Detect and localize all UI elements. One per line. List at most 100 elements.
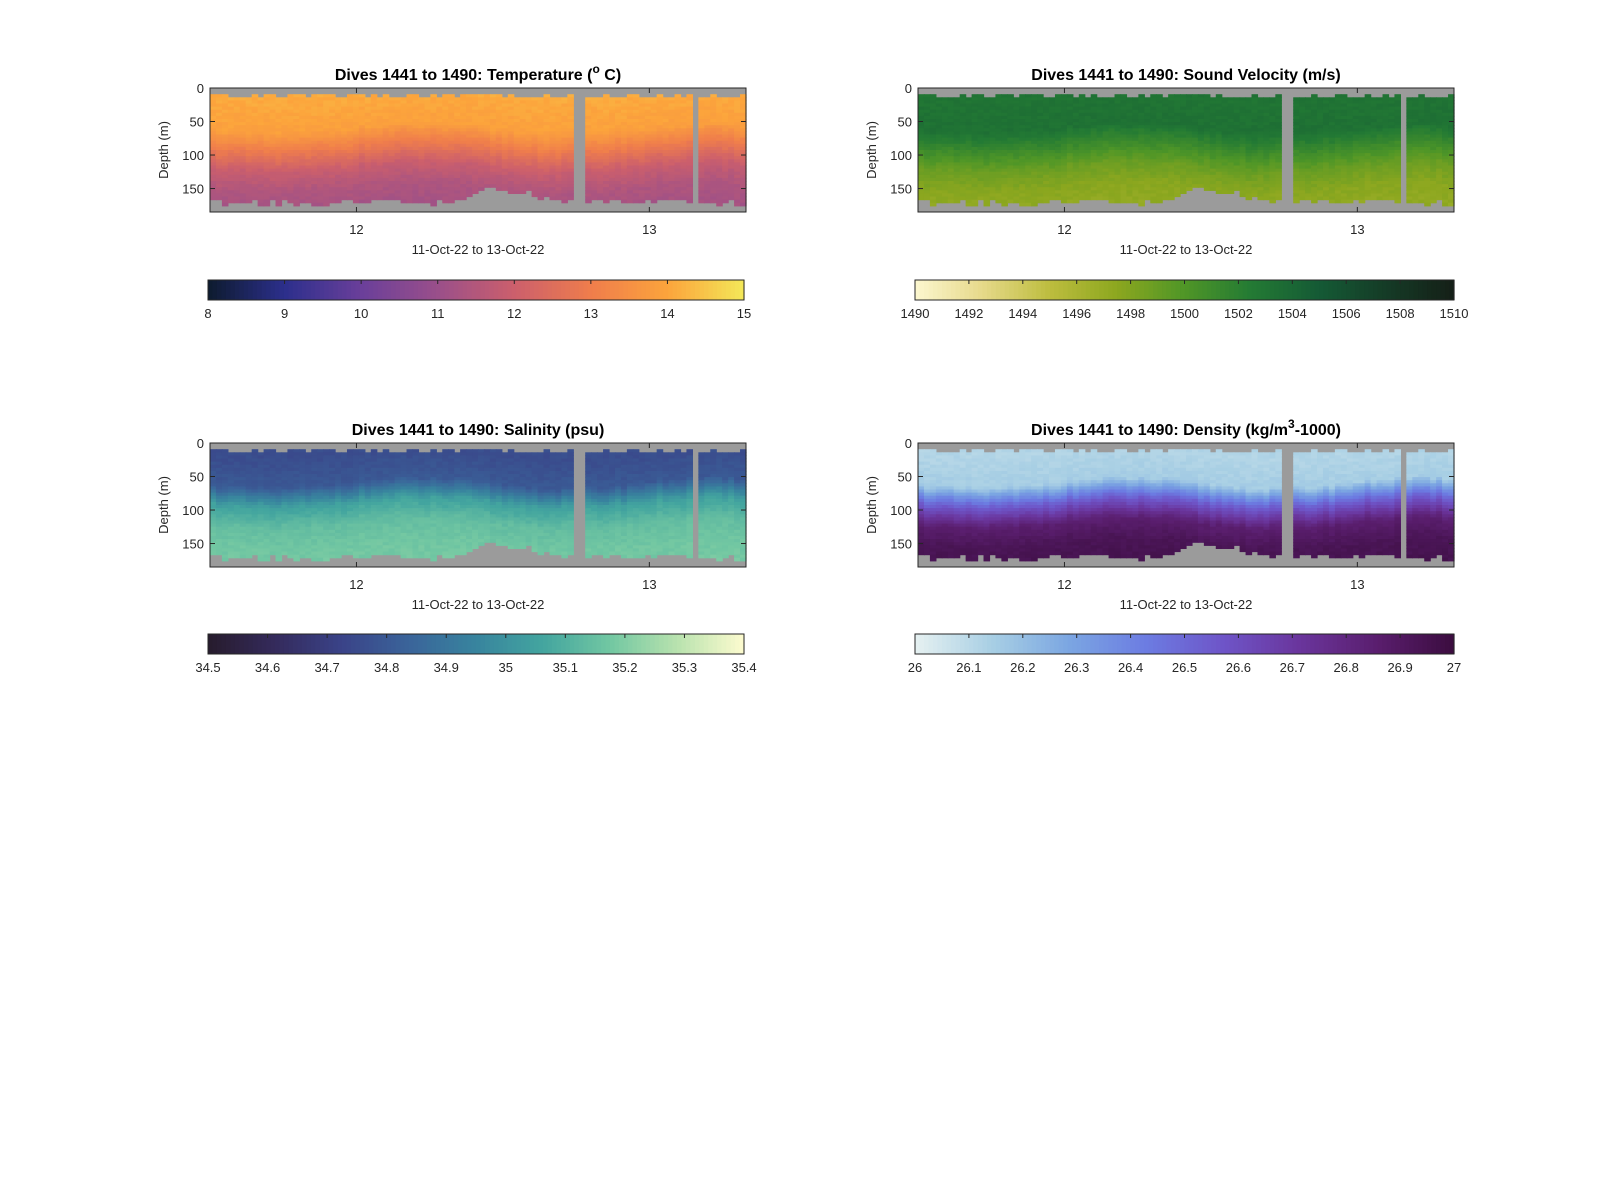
heatmap-cell [929, 174, 937, 179]
heatmap-cell [1221, 115, 1229, 120]
heatmap-cell [329, 153, 336, 157]
heatmap-cell [299, 97, 306, 101]
heatmap-cell [233, 143, 241, 148]
heatmap-cell [614, 146, 622, 151]
heatmap-cell [1096, 171, 1104, 176]
heatmap-cell [376, 146, 384, 151]
heatmap-cell [686, 199, 693, 204]
heatmap-cell [1174, 153, 1181, 157]
heatmap-cell [424, 181, 431, 185]
heatmap-cell [245, 131, 253, 136]
heatmap-cell [1227, 165, 1235, 170]
heatmap-cell [323, 106, 330, 111]
heatmap-cell [1221, 134, 1229, 139]
heatmap-cell [555, 109, 562, 114]
heatmap-cell [251, 131, 259, 136]
heatmap-cell [1102, 159, 1110, 163]
heatmap-cell [293, 184, 300, 188]
heatmap-cell [638, 137, 646, 142]
heatmap-cell [269, 140, 277, 145]
heatmap-cell [1019, 150, 1026, 154]
heatmap-cell [358, 137, 366, 142]
heatmap-cell [585, 137, 592, 142]
heatmap-cell [1209, 97, 1217, 101]
heatmap-cell [1191, 184, 1199, 188]
heatmap-cell [1174, 171, 1181, 176]
heatmap-cell [567, 153, 574, 157]
heatmap-cell [430, 112, 437, 117]
heatmap-cell [710, 193, 717, 198]
heatmap-cell [1227, 134, 1235, 139]
heatmap-cell [519, 134, 527, 139]
heatmap-cell [257, 103, 265, 108]
heatmap-cell [1168, 97, 1175, 101]
heatmap-cell [251, 177, 259, 182]
heatmap-cell [935, 134, 943, 139]
heatmap-cell [650, 106, 658, 111]
heatmap-cell [287, 187, 294, 191]
heatmap-cell [1245, 177, 1253, 182]
heatmap-cell [1221, 140, 1229, 145]
heatmap-cell [1138, 156, 1145, 160]
heatmap-cell [1019, 125, 1026, 129]
heatmap-cell [412, 177, 420, 182]
heatmap-cell [638, 115, 646, 120]
heatmap-cell [299, 181, 306, 185]
heatmap-cell [400, 112, 408, 117]
heatmap-cell [418, 150, 425, 154]
heatmap-cell [918, 193, 925, 198]
heatmap-cell [1209, 143, 1217, 148]
heatmap-cell [626, 134, 634, 139]
heatmap-cell [299, 159, 306, 163]
heatmap-cell [644, 162, 652, 167]
heatmap-cell [734, 156, 741, 160]
heatmap-cell [1150, 143, 1157, 148]
heatmap-cell [983, 100, 991, 105]
heatmap-cell [567, 143, 574, 148]
heatmap-cell [1126, 193, 1133, 198]
heatmap-cell [953, 193, 961, 198]
heatmap-cell [953, 184, 961, 188]
heatmap-cell [734, 187, 741, 191]
heatmap-cell [1114, 94, 1122, 98]
heatmap-cell [704, 190, 711, 194]
heatmap-cell [513, 109, 521, 114]
heatmap-cell [1132, 190, 1139, 194]
colorbar-segment [225, 280, 231, 300]
heatmap-cell [620, 140, 628, 145]
heatmap-cell [412, 100, 420, 105]
heatmap-cell [1221, 181, 1229, 185]
heatmap-cell [221, 190, 229, 194]
colorbar-segment [462, 280, 468, 300]
heatmap-cell [221, 184, 229, 188]
heatmap-cell [543, 134, 551, 139]
heatmap-cell [674, 150, 682, 154]
heatmap-cell [1239, 103, 1247, 108]
heatmap-cell [519, 112, 527, 117]
heatmap-cell [674, 174, 682, 179]
heatmap-cell [210, 196, 217, 201]
heatmap-cell [376, 137, 384, 142]
heatmap-cell [941, 112, 949, 117]
heatmap-cell [448, 159, 455, 163]
heatmap-cell [400, 140, 408, 145]
heatmap-cell [585, 112, 592, 117]
heatmap-cell [376, 168, 384, 173]
heatmap-cell [1049, 150, 1056, 154]
heatmap-cell [537, 165, 545, 170]
heatmap-cell [740, 131, 747, 136]
heatmap-cell [941, 193, 949, 198]
heatmap-cell [472, 103, 479, 108]
heatmap-cell [460, 128, 467, 132]
heatmap-cell [1013, 122, 1020, 126]
heatmap-cell [603, 131, 610, 136]
heatmap-cell [335, 184, 342, 188]
heatmap-cell [567, 100, 574, 105]
heatmap-cell [287, 109, 294, 114]
heatmap-cell [543, 100, 551, 105]
heatmap-cell [1054, 143, 1062, 148]
heatmap-cell [370, 156, 378, 160]
heatmap-cell [1114, 131, 1122, 136]
heatmap-cell [275, 122, 283, 126]
heatmap-cell [424, 184, 431, 188]
